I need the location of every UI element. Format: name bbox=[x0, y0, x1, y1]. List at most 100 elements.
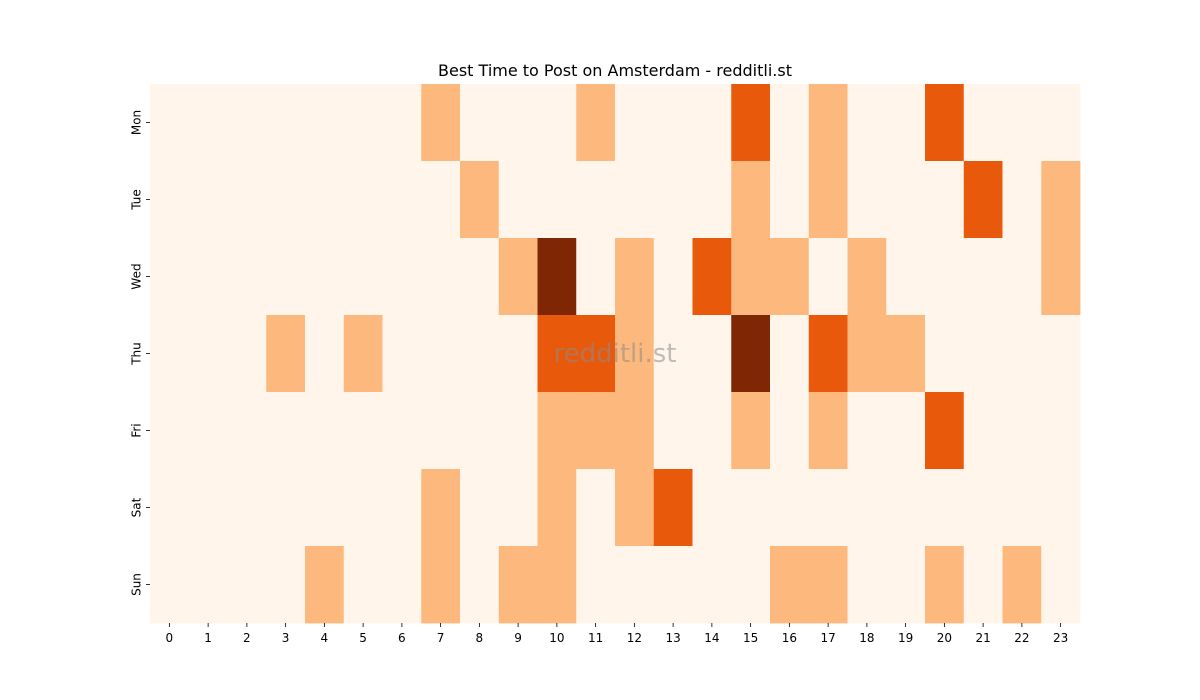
heatmap-cell-sat-17 bbox=[808, 469, 848, 547]
heatmap-cell-sun-16 bbox=[770, 546, 810, 624]
heatmap-cell-sat-18 bbox=[847, 469, 887, 547]
heatmap-cell-mon-12 bbox=[615, 84, 655, 162]
x-tick-label: 7 bbox=[437, 631, 445, 645]
heatmap-cell-sun-11 bbox=[576, 546, 616, 624]
heatmap-cell-mon-3 bbox=[266, 84, 306, 162]
heatmap-cell-wed-13 bbox=[653, 238, 693, 316]
heatmap-cell-sun-17 bbox=[808, 546, 848, 624]
heatmap-cell-thu-1 bbox=[188, 315, 228, 393]
heatmap-cell-wed-22 bbox=[1002, 238, 1042, 316]
heatmap-cell-fri-19 bbox=[886, 392, 926, 470]
y-tick-label: Wed bbox=[130, 263, 144, 289]
heatmap-cell-thu-23 bbox=[1041, 315, 1081, 393]
heatmap-cell-thu-21 bbox=[963, 315, 1003, 393]
chart-title: Best Time to Post on Amsterdam - redditl… bbox=[438, 61, 792, 80]
heatmap-cell-sun-12 bbox=[615, 546, 655, 624]
heatmap-cell-sat-6 bbox=[382, 469, 422, 547]
heatmap-cell-fri-3 bbox=[266, 392, 306, 470]
heatmap-cell-fri-23 bbox=[1041, 392, 1081, 470]
heatmap-cell-thu-3 bbox=[266, 315, 306, 393]
heatmap-cell-fri-18 bbox=[847, 392, 887, 470]
heatmap-cell-thu-19 bbox=[886, 315, 926, 393]
heatmap-cell-sat-10 bbox=[537, 469, 577, 547]
heatmap-cell-tue-20 bbox=[925, 161, 965, 239]
y-tick-label: Sun bbox=[130, 573, 144, 596]
heatmap-cell-mon-9 bbox=[498, 84, 538, 162]
x-tick-label: 12 bbox=[627, 631, 642, 645]
heatmap-cell-thu-6 bbox=[382, 315, 422, 393]
heatmap-cell-thu-22 bbox=[1002, 315, 1042, 393]
heatmap-cell-tue-17 bbox=[808, 161, 848, 239]
x-tick-label: 17 bbox=[820, 631, 835, 645]
y-tick-label: Sat bbox=[130, 497, 144, 517]
heatmap-cell-thu-5 bbox=[343, 315, 383, 393]
heatmap-cell-fri-14 bbox=[692, 392, 732, 470]
heatmap-cell-tue-16 bbox=[770, 161, 810, 239]
heatmap-cell-fri-15 bbox=[731, 392, 771, 470]
heatmap-cell-fri-2 bbox=[227, 392, 267, 470]
heatmap-cell-wed-9 bbox=[498, 238, 538, 316]
heatmap-cell-tue-4 bbox=[305, 161, 345, 239]
heatmap-cell-mon-20 bbox=[925, 84, 965, 162]
heatmap-cell-mon-16 bbox=[770, 84, 810, 162]
heatmap-cell-thu-7 bbox=[421, 315, 461, 393]
heatmap-cell-mon-13 bbox=[653, 84, 693, 162]
heatmap-cell-sat-4 bbox=[305, 469, 345, 547]
heatmap-cell-fri-8 bbox=[460, 392, 500, 470]
heatmap-cell-thu-8 bbox=[460, 315, 500, 393]
heatmap-cell-tue-1 bbox=[188, 161, 228, 239]
heatmap-cell-thu-0 bbox=[150, 315, 190, 393]
x-tick-label: 22 bbox=[1014, 631, 1029, 645]
heatmap-cell-thu-9 bbox=[498, 315, 538, 393]
heatmap-cell-sat-2 bbox=[227, 469, 267, 547]
watermark: redditli.st bbox=[554, 339, 677, 369]
heatmap-cell-wed-15 bbox=[731, 238, 771, 316]
heatmap-cell-tue-18 bbox=[847, 161, 887, 239]
heatmap-cell-sun-7 bbox=[421, 546, 461, 624]
heatmap-cell-tue-6 bbox=[382, 161, 422, 239]
heatmap-cell-sun-19 bbox=[886, 546, 926, 624]
heatmap-cell-wed-21 bbox=[963, 238, 1003, 316]
heatmap-cell-sun-21 bbox=[963, 546, 1003, 624]
heatmap-cell-fri-13 bbox=[653, 392, 693, 470]
y-tick-label: Thu bbox=[130, 342, 144, 366]
heatmap-cell-mon-2 bbox=[227, 84, 267, 162]
heatmap-cell-sat-14 bbox=[692, 469, 732, 547]
x-tick-label: 13 bbox=[665, 631, 680, 645]
heatmap-cell-tue-5 bbox=[343, 161, 383, 239]
heatmap-cell-sat-19 bbox=[886, 469, 926, 547]
heatmap-cell-sat-7 bbox=[421, 469, 461, 547]
heatmap-cell-tue-8 bbox=[460, 161, 500, 239]
heatmap-cell-mon-15 bbox=[731, 84, 771, 162]
heatmap-cell-wed-2 bbox=[227, 238, 267, 316]
heatmap-cell-sun-23 bbox=[1041, 546, 1081, 624]
heatmap-cell-wed-17 bbox=[808, 238, 848, 316]
heatmap-cell-fri-12 bbox=[615, 392, 655, 470]
x-tick-label: 9 bbox=[514, 631, 522, 645]
heatmap-cell-sat-5 bbox=[343, 469, 383, 547]
heatmap-cell-sat-9 bbox=[498, 469, 538, 547]
heatmap-cell-thu-13 bbox=[653, 315, 693, 393]
heatmap-cell-sun-8 bbox=[460, 546, 500, 624]
heatmap-cell-sat-23 bbox=[1041, 469, 1081, 547]
heatmap-cell-fri-4 bbox=[305, 392, 345, 470]
heatmap-cell-fri-11 bbox=[576, 392, 616, 470]
x-tick-label: 21 bbox=[975, 631, 990, 645]
x-tick-label: 1 bbox=[204, 631, 212, 645]
heatmap-cell-mon-23 bbox=[1041, 84, 1081, 162]
y-axis: Mon Tue Wed Thu Fri Sat Sun bbox=[130, 110, 150, 596]
heatmap-cell-fri-1 bbox=[188, 392, 228, 470]
heatmap-cell-fri-6 bbox=[382, 392, 422, 470]
x-tick-label: 19 bbox=[898, 631, 913, 645]
heatmap-cell-mon-18 bbox=[847, 84, 887, 162]
heatmap-cell-tue-9 bbox=[498, 161, 538, 239]
heatmap-cell-thu-10 bbox=[537, 315, 577, 393]
heatmap-cell-mon-5 bbox=[343, 84, 383, 162]
heatmap-cell-mon-10 bbox=[537, 84, 577, 162]
heatmap-cell-tue-14 bbox=[692, 161, 732, 239]
x-tick-label: 4 bbox=[321, 631, 329, 645]
heatmap-cell-wed-16 bbox=[770, 238, 810, 316]
heatmap-cell-tue-3 bbox=[266, 161, 306, 239]
heatmap-cell-wed-0 bbox=[150, 238, 190, 316]
heatmap-cell-sun-1 bbox=[188, 546, 228, 624]
